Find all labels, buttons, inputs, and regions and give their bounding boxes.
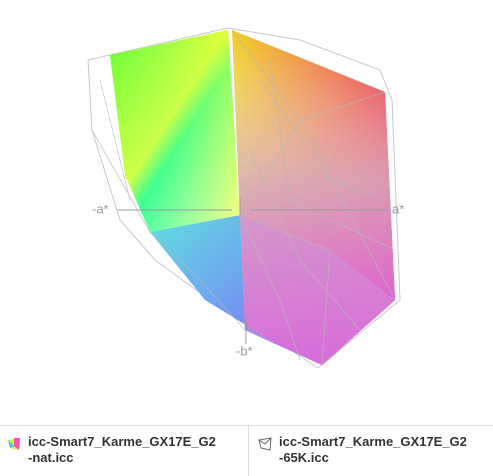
divider (248, 426, 249, 476)
axis-label: -b* (236, 343, 253, 358)
legend-label: icc-Smart7_Karme_GX17E_G2-65K.icc (279, 434, 467, 465)
legend-icon (8, 438, 20, 450)
legend: icc-Smart7_Karme_GX17E_G2-nat.icc icc-Sm… (0, 425, 493, 476)
gamut-view: -a* a* -b* (87, 27, 404, 369)
axis-label: a* (392, 201, 404, 216)
legend-label: icc-Smart7_Karme_GX17E_G2-nat.icc (28, 434, 216, 465)
axis-label: -a* (92, 201, 109, 216)
legend-icon (258, 437, 272, 451)
